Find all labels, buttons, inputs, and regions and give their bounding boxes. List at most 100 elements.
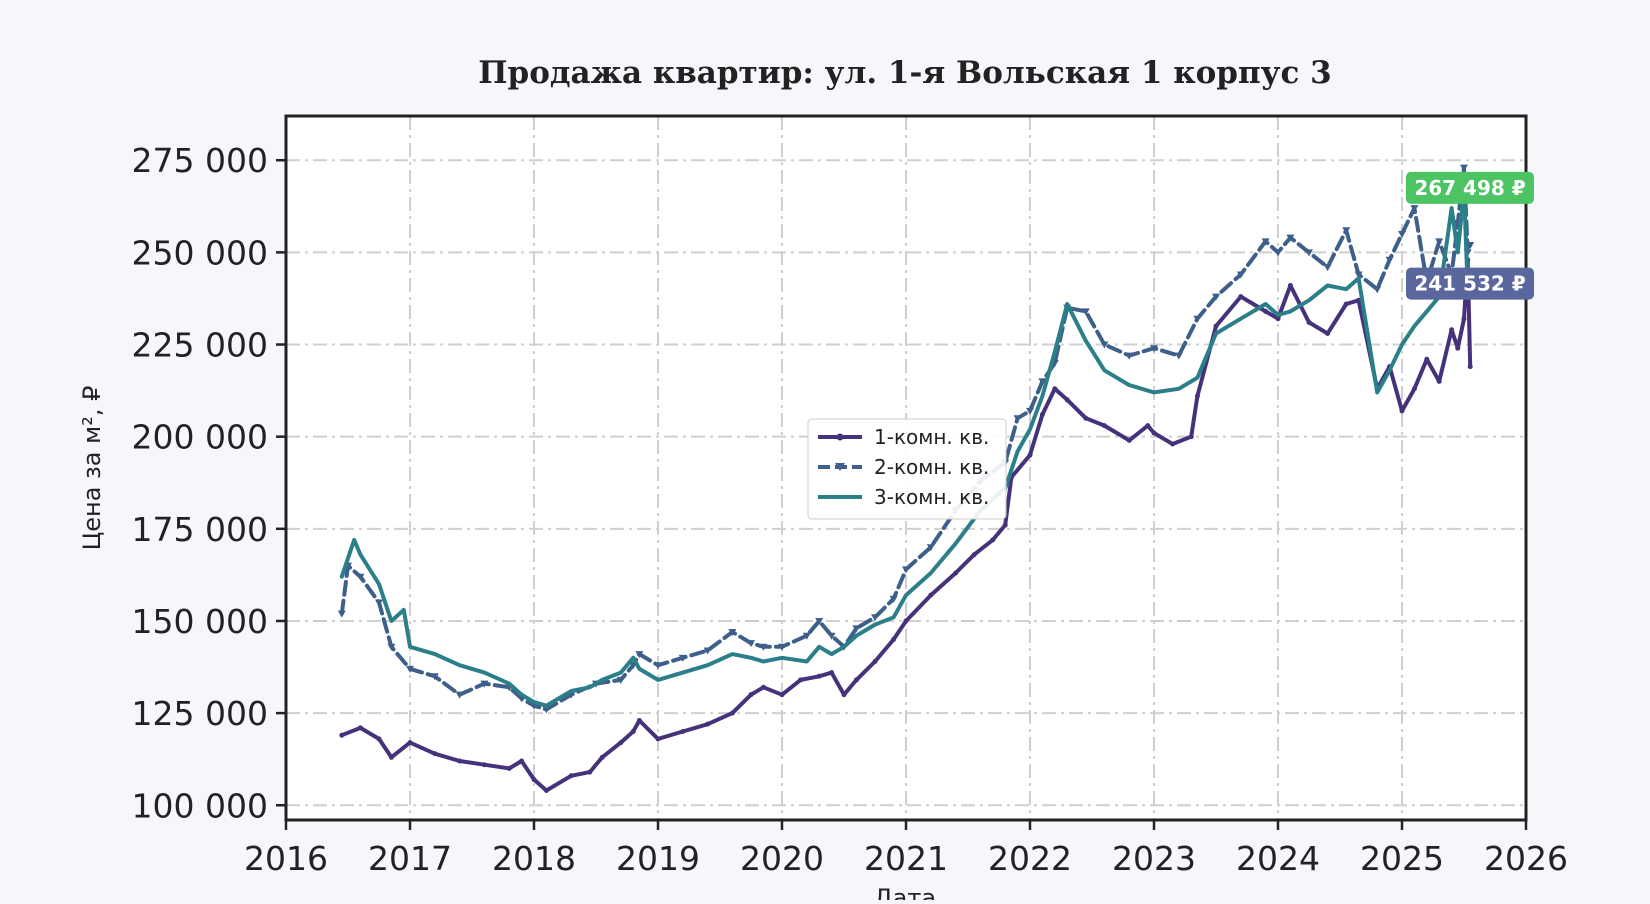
data-point bbox=[827, 632, 836, 640]
data-point bbox=[1039, 412, 1045, 418]
data-point bbox=[1026, 407, 1034, 415]
data-point bbox=[618, 740, 624, 746]
data-point bbox=[519, 758, 525, 764]
data-point bbox=[430, 673, 439, 681]
y-tick-label: 275 000 bbox=[132, 141, 268, 180]
data-point bbox=[871, 614, 879, 622]
data-point bbox=[1410, 205, 1419, 213]
data-point bbox=[1305, 249, 1313, 257]
data-point bbox=[1398, 230, 1406, 238]
data-point bbox=[455, 691, 464, 699]
data-point bbox=[902, 566, 910, 574]
data-point bbox=[891, 636, 897, 642]
data-point bbox=[1013, 415, 1022, 423]
data-point bbox=[747, 640, 755, 648]
data-point bbox=[506, 765, 512, 771]
data-point bbox=[926, 544, 935, 552]
data-point bbox=[853, 677, 859, 683]
legend: 1-комн. кв. 2-комн. кв. 3-комн. кв. bbox=[807, 418, 1007, 520]
legend-label: 2-комн. кв. bbox=[874, 455, 989, 479]
data-point bbox=[1083, 415, 1089, 421]
data-point bbox=[953, 570, 959, 576]
x-tick-label: 2019 bbox=[616, 839, 700, 878]
data-point bbox=[889, 595, 898, 603]
data-point bbox=[1411, 386, 1417, 392]
data-point bbox=[457, 758, 463, 764]
legend-item-2: 2-комн. кв. bbox=[818, 455, 989, 479]
x-tick-label: 2016 bbox=[244, 839, 328, 878]
data-point bbox=[678, 654, 687, 662]
data-point bbox=[406, 665, 414, 673]
data-point bbox=[1274, 249, 1282, 257]
data-point bbox=[480, 680, 489, 688]
data-point bbox=[1436, 378, 1442, 384]
data-point bbox=[760, 684, 766, 690]
data-point bbox=[1325, 330, 1331, 336]
x-axis-label: Дата bbox=[874, 884, 936, 900]
legend-item-3: 3-комн. кв. bbox=[818, 485, 989, 509]
data-point bbox=[1467, 364, 1473, 370]
legend-box bbox=[807, 418, 1007, 520]
series-line bbox=[339, 187, 1473, 708]
data-point bbox=[543, 788, 549, 794]
data-point bbox=[1435, 238, 1444, 246]
legend-marker-dot bbox=[836, 433, 844, 441]
data-point bbox=[1125, 352, 1134, 360]
x-tick-label: 2017 bbox=[368, 839, 452, 878]
x-tick-label: 2021 bbox=[864, 839, 948, 878]
chart-title: Продажа квартир: ул. 1-я Вольская 1 корп… bbox=[478, 55, 1331, 91]
y-tick-label: 225 000 bbox=[132, 326, 268, 365]
data-point bbox=[1193, 315, 1202, 323]
data-point bbox=[1100, 341, 1109, 349]
data-point bbox=[1263, 308, 1269, 314]
data-point bbox=[1461, 316, 1467, 322]
data-point bbox=[568, 773, 574, 779]
data-point bbox=[759, 643, 768, 651]
data-point bbox=[1038, 378, 1047, 386]
data-point bbox=[1323, 264, 1332, 272]
end-label-badge bbox=[1406, 267, 1534, 300]
data-point bbox=[802, 632, 811, 640]
end-value-label: 267 498 ₽ bbox=[1406, 171, 1534, 204]
data-point bbox=[903, 618, 909, 624]
data-point bbox=[1275, 316, 1281, 322]
y-tick-label: 125 000 bbox=[132, 694, 268, 733]
data-point bbox=[1170, 441, 1176, 447]
legend-marker-triangle bbox=[835, 463, 845, 471]
data-point bbox=[1342, 227, 1351, 235]
data-point bbox=[778, 643, 786, 651]
data-point bbox=[1212, 293, 1220, 301]
x-tick-label: 2018 bbox=[492, 839, 576, 878]
data-point bbox=[1424, 356, 1430, 362]
data-point bbox=[1145, 423, 1151, 429]
data-point bbox=[1174, 352, 1183, 360]
x-tick-label: 2025 bbox=[1360, 839, 1444, 878]
data-point bbox=[387, 643, 396, 651]
data-point bbox=[705, 721, 711, 727]
data-point bbox=[990, 537, 996, 543]
data-point bbox=[542, 706, 551, 714]
end-value-label: 241 532 ₽ bbox=[1406, 267, 1534, 300]
axis-ticks: 2016 2017 2018 2019 2020 2021 2022 2023 2024 2025… bbox=[132, 141, 1568, 878]
data-point bbox=[680, 729, 686, 735]
data-point bbox=[829, 670, 835, 676]
series-line bbox=[339, 165, 1473, 712]
y-tick-label: 175 000 bbox=[132, 510, 268, 549]
data-point bbox=[1126, 437, 1132, 443]
data-point bbox=[971, 552, 977, 558]
data-point bbox=[1238, 294, 1244, 300]
data-point bbox=[655, 736, 661, 742]
y-tick-label: 100 000 bbox=[132, 786, 268, 825]
data-point bbox=[1002, 522, 1008, 528]
data-point bbox=[636, 717, 642, 723]
data-point bbox=[1027, 452, 1033, 458]
data-point bbox=[815, 617, 824, 625]
data-point bbox=[728, 629, 737, 637]
legend-label: 3-комн. кв. bbox=[874, 485, 989, 509]
data-point bbox=[1052, 386, 1058, 392]
data-point bbox=[432, 751, 438, 757]
data-point bbox=[1455, 345, 1461, 351]
data-point bbox=[630, 729, 636, 735]
